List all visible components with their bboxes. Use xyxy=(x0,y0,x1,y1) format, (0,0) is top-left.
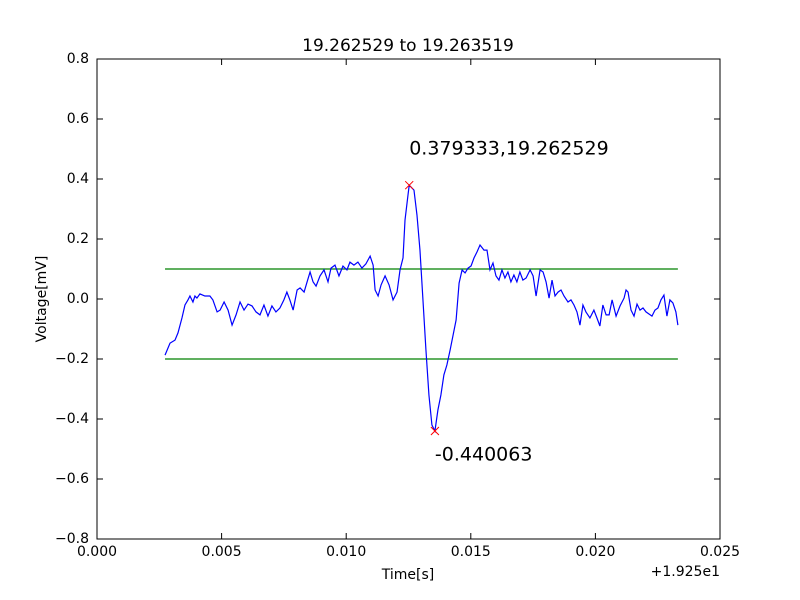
y-tick-label: 0.6 xyxy=(67,111,89,127)
annotation: -0.440063 xyxy=(435,444,533,466)
y-tick-label: −0.2 xyxy=(55,351,89,367)
plot-frame xyxy=(96,58,721,540)
extremum-marker xyxy=(430,426,440,436)
x-tick-label: 0.020 xyxy=(575,544,615,560)
extremum-marker xyxy=(404,180,414,190)
x-axis-label: Time[s] xyxy=(381,567,434,583)
x-tick-label: 0.015 xyxy=(451,544,491,560)
chart-title: 19.262529 to 19.263519 xyxy=(302,36,514,56)
y-tick-label: −0.8 xyxy=(55,531,89,547)
annotation: 0.379333,19.262529 xyxy=(409,138,608,160)
y-tick-label: 0.8 xyxy=(67,51,89,67)
x-tick-label: 0.025 xyxy=(700,544,740,560)
y-tick-label: −0.4 xyxy=(55,411,89,427)
x-tick-label: 0.005 xyxy=(202,544,242,560)
x-tick-label: 0.010 xyxy=(326,544,366,560)
y-tick-label: 0.0 xyxy=(67,291,89,307)
x-tick-label: 0.000 xyxy=(77,544,117,560)
line-series xyxy=(164,183,679,434)
y-tick-label: −0.6 xyxy=(55,471,89,487)
y-tick-label: 0.4 xyxy=(67,171,89,187)
y-axis-label: Voltage[mV] xyxy=(34,256,50,343)
x-offset-label: +1.925e1 xyxy=(651,564,720,580)
y-tick-label: 0.2 xyxy=(67,231,89,247)
